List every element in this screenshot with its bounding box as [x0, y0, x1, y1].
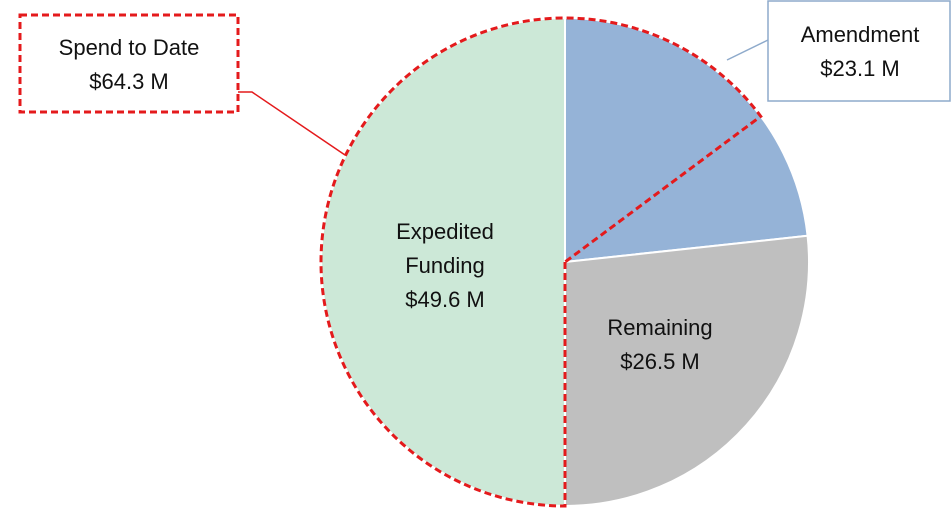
spend-highlight [319, 16, 763, 508]
slice-label-line: $49.6 M [405, 287, 485, 312]
annotation-label-line: $64.3 M [89, 69, 169, 94]
callout-box [18, 13, 240, 114]
slice-label-line: $23.1 M [820, 56, 900, 81]
annotation-label: Spend to Date $64.3 M [24, 31, 234, 99]
slice-label-line: Expedited Funding [396, 219, 494, 278]
slice-label-line: Remaining [607, 315, 713, 340]
annotation-label-line: Spend to Date [58, 35, 200, 60]
slice-label: Remaining $26.5 M [580, 311, 740, 379]
callout-box [767, 0, 951, 102]
slice-label: Expedited Funding $49.6 M [365, 215, 525, 317]
slice-label-line: $26.5 M [620, 349, 700, 374]
leader-line [238, 91, 346, 156]
pie-slice [564, 234, 810, 508]
slice-label: Amendment $23.1 M [770, 18, 950, 86]
leader-line [726, 39, 769, 61]
slice-label-line: Amendment [800, 22, 920, 47]
